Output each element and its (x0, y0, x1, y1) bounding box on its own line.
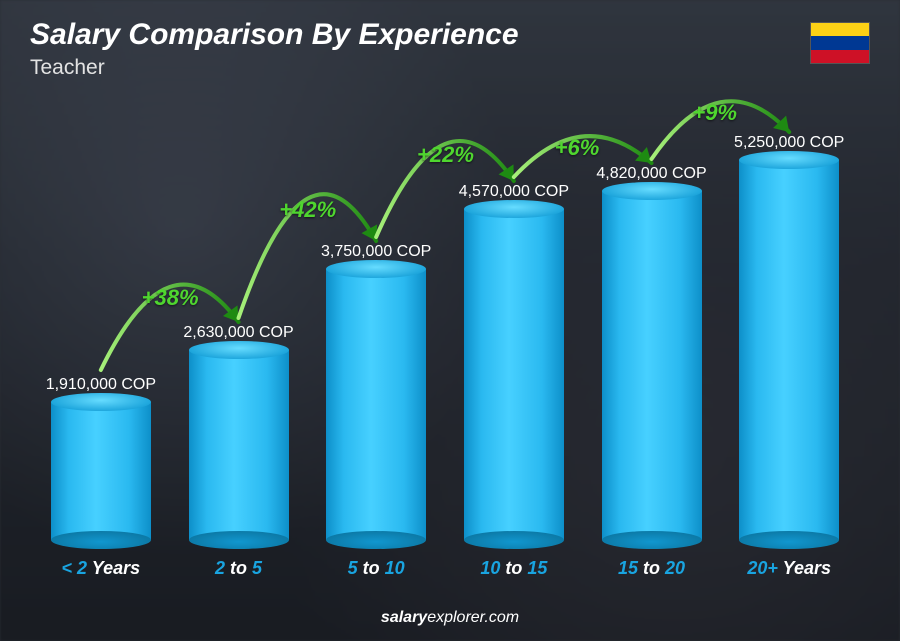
x-axis-label: 15 to 20 (618, 558, 685, 579)
footer-brand-bold: salary (381, 609, 427, 626)
bar-value-label: 4,820,000 COP (596, 165, 706, 183)
bar-wrap: 1,910,000 COP < 2 Years (36, 376, 166, 579)
bar-value-label: 1,910,000 COP (46, 376, 156, 394)
bar (51, 402, 151, 540)
chart-title: Salary Comparison By Experience (30, 18, 870, 52)
x-axis-label: 20+ Years (747, 558, 831, 579)
bar-wrap: 2,630,000 COP 2 to 5 (174, 324, 304, 579)
bar (189, 350, 289, 540)
bar-wrap: 4,820,000 COP 15 to 20 (587, 165, 717, 579)
x-axis-label: 5 to 10 (348, 558, 405, 579)
growth-percent: +22% (417, 142, 474, 168)
x-axis-label: 10 to 15 (480, 558, 547, 579)
chart-subtitle: Teacher (30, 56, 870, 80)
bar-value-label: 2,630,000 COP (183, 324, 293, 342)
bar-value-label: 4,570,000 COP (459, 183, 569, 201)
bar (464, 209, 564, 540)
bar-wrap: 4,570,000 COP 10 to 15 (449, 183, 579, 579)
flag-stripe (811, 23, 869, 36)
x-axis-label: 2 to 5 (215, 558, 262, 579)
bar (739, 160, 839, 540)
bar-chart: 1,910,000 COP < 2 Years 2,630,000 COP 2 to … (36, 89, 854, 579)
footer-brand-rest: explorer.com (427, 609, 519, 626)
growth-percent: +42% (279, 197, 336, 223)
flag-stripe (811, 50, 869, 63)
growth-percent: +38% (142, 285, 199, 311)
bar (326, 269, 426, 540)
x-axis-label: < 2 Years (62, 558, 141, 579)
container: Salary Comparison By Experience Teacher … (0, 0, 900, 641)
bar-value-label: 3,750,000 COP (321, 243, 431, 261)
bar-value-label: 5,250,000 COP (734, 134, 844, 152)
flag-icon (810, 22, 870, 64)
footer-brand: salaryexplorer.com (0, 609, 900, 627)
flag-stripe (811, 36, 869, 49)
growth-percent: +6% (555, 135, 600, 161)
bar-wrap: 3,750,000 COP 5 to 10 (311, 243, 441, 579)
bar (602, 191, 702, 540)
growth-percent: +9% (692, 100, 737, 126)
bar-wrap: 5,250,000 COP 20+ Years (724, 134, 854, 579)
